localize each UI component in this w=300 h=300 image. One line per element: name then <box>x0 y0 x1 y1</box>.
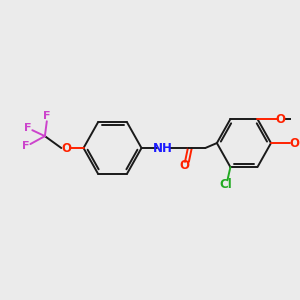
Text: NH: NH <box>153 142 173 154</box>
Text: O: O <box>276 112 286 125</box>
Text: O: O <box>61 142 71 154</box>
Text: O: O <box>289 136 299 150</box>
Text: F: F <box>22 141 29 151</box>
Text: O: O <box>179 159 189 172</box>
Text: F: F <box>43 111 51 121</box>
Text: F: F <box>24 123 31 133</box>
Text: Cl: Cl <box>219 178 232 191</box>
